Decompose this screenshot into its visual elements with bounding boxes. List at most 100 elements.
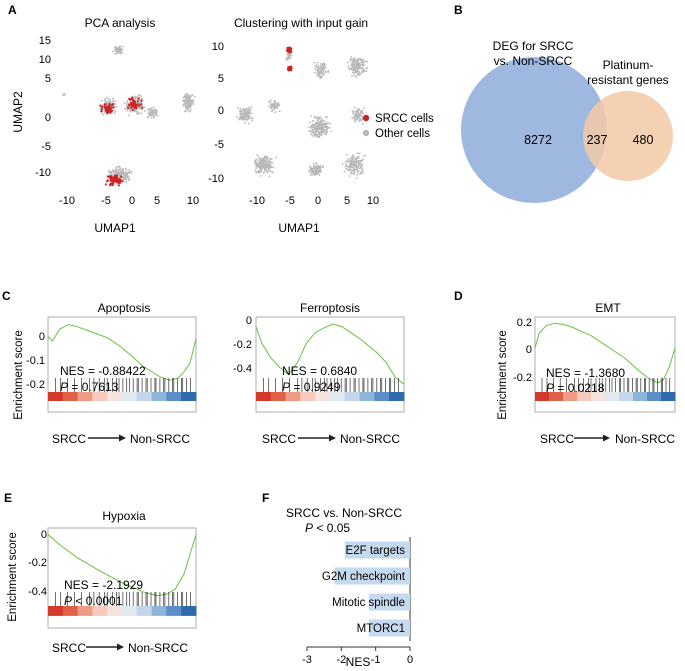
cell-point [139, 108, 142, 110]
cell-point [120, 175, 123, 178]
cell-point [127, 114, 130, 117]
cell-point [255, 165, 258, 168]
cell-point [314, 134, 317, 137]
cell-point [313, 124, 315, 127]
cell-point [360, 61, 362, 64]
cell-point [100, 110, 103, 113]
cell-point [262, 166, 265, 169]
cell-point [140, 103, 143, 106]
cell-point [242, 117, 245, 120]
cell-point [357, 112, 360, 114]
enrichment-line [255, 323, 405, 385]
cell-point [128, 170, 131, 173]
cell-point [359, 172, 362, 175]
tick-label: -5 [41, 141, 51, 153]
cell-point [184, 93, 187, 96]
nes-title: SRCC vs. Non-SRCC [286, 506, 402, 520]
rank-gradient-segment [300, 392, 316, 401]
cell-point [287, 57, 289, 59]
cell-point [366, 61, 369, 63]
rank-gradient-segment [107, 606, 123, 616]
cell-point [274, 101, 276, 104]
rank-gradient-segment [563, 392, 578, 401]
cell-point [313, 167, 316, 170]
venn-diagram: DEG for SRCC vs. Non-SRCC Platinum- resi… [461, 39, 673, 203]
cell-point [317, 118, 319, 120]
cell-point [185, 102, 188, 105]
cell-point [354, 157, 357, 160]
cell-point [348, 67, 350, 70]
cell-point [321, 63, 324, 65]
rank-gradient-segment [166, 606, 182, 616]
cell-point [311, 120, 314, 122]
cell-point [316, 120, 319, 122]
cell-point [353, 167, 355, 170]
cell-point [266, 171, 269, 174]
cell-point [349, 175, 351, 177]
cell-point [248, 118, 250, 120]
cell-point [112, 170, 115, 173]
venn-overlap-count: 237 [587, 133, 608, 147]
cell-point [241, 115, 244, 118]
cell-point [271, 102, 274, 105]
cell-point [320, 118, 323, 120]
rank-gradient-segment [107, 392, 123, 401]
cell-point [149, 111, 151, 114]
cell-point [188, 105, 190, 107]
cell-point [253, 160, 256, 163]
cell-point [112, 50, 114, 53]
cell-point [255, 171, 258, 174]
umap-left-xticks: -10 -5 0 5 10 [59, 195, 199, 207]
cell-point [273, 100, 276, 103]
cell-point [100, 112, 103, 115]
umap-right-xlabel: UMAP1 [278, 221, 320, 235]
cell-point [313, 71, 316, 74]
venn-right-label-line1: Platinum- [603, 58, 654, 72]
nes-bar-label: MTORC1 [357, 623, 405, 635]
cell-point [358, 116, 361, 118]
cell-point [260, 168, 263, 171]
cell-point [310, 115, 313, 117]
cell-point [112, 97, 114, 100]
cell-point [115, 180, 119, 183]
cell-point [351, 75, 353, 78]
cell-point [147, 113, 150, 115]
cell-point [264, 160, 267, 163]
cell-point [353, 74, 356, 77]
cell-point [316, 166, 318, 169]
plot-frame [534, 316, 676, 413]
cell-point [150, 117, 153, 119]
gsea-p-ferroptosis: P = 0.9249 [282, 380, 341, 394]
cell-point [318, 133, 320, 135]
tick-label: 15 [39, 35, 51, 47]
cell-point [289, 66, 292, 70]
cell-point [322, 70, 325, 72]
cell-point [278, 110, 281, 113]
cell-point [314, 65, 316, 68]
cell-point [352, 172, 355, 175]
cell-point [322, 119, 324, 122]
cell-point [288, 51, 291, 54]
cell-point [289, 54, 291, 57]
venn-circle-deg [461, 57, 607, 203]
cell-point [361, 111, 363, 114]
cell-point [156, 114, 159, 117]
cell-point [113, 180, 116, 183]
tick-label: 5 [45, 73, 51, 85]
gsea-ylabel: Enrichment score [497, 330, 509, 419]
cell-point [258, 161, 261, 164]
cell-point [189, 108, 192, 110]
cell-point [184, 103, 187, 106]
cell-point [276, 107, 279, 109]
cell-point [346, 160, 349, 163]
cell-point [262, 157, 264, 160]
cell-point [354, 68, 356, 71]
cell-point [101, 105, 104, 108]
cell-point [99, 104, 102, 107]
cell-point [125, 103, 128, 105]
cell-point [129, 109, 132, 111]
cell-point [361, 160, 364, 162]
cell-point [110, 177, 113, 180]
cell-point [268, 175, 271, 178]
